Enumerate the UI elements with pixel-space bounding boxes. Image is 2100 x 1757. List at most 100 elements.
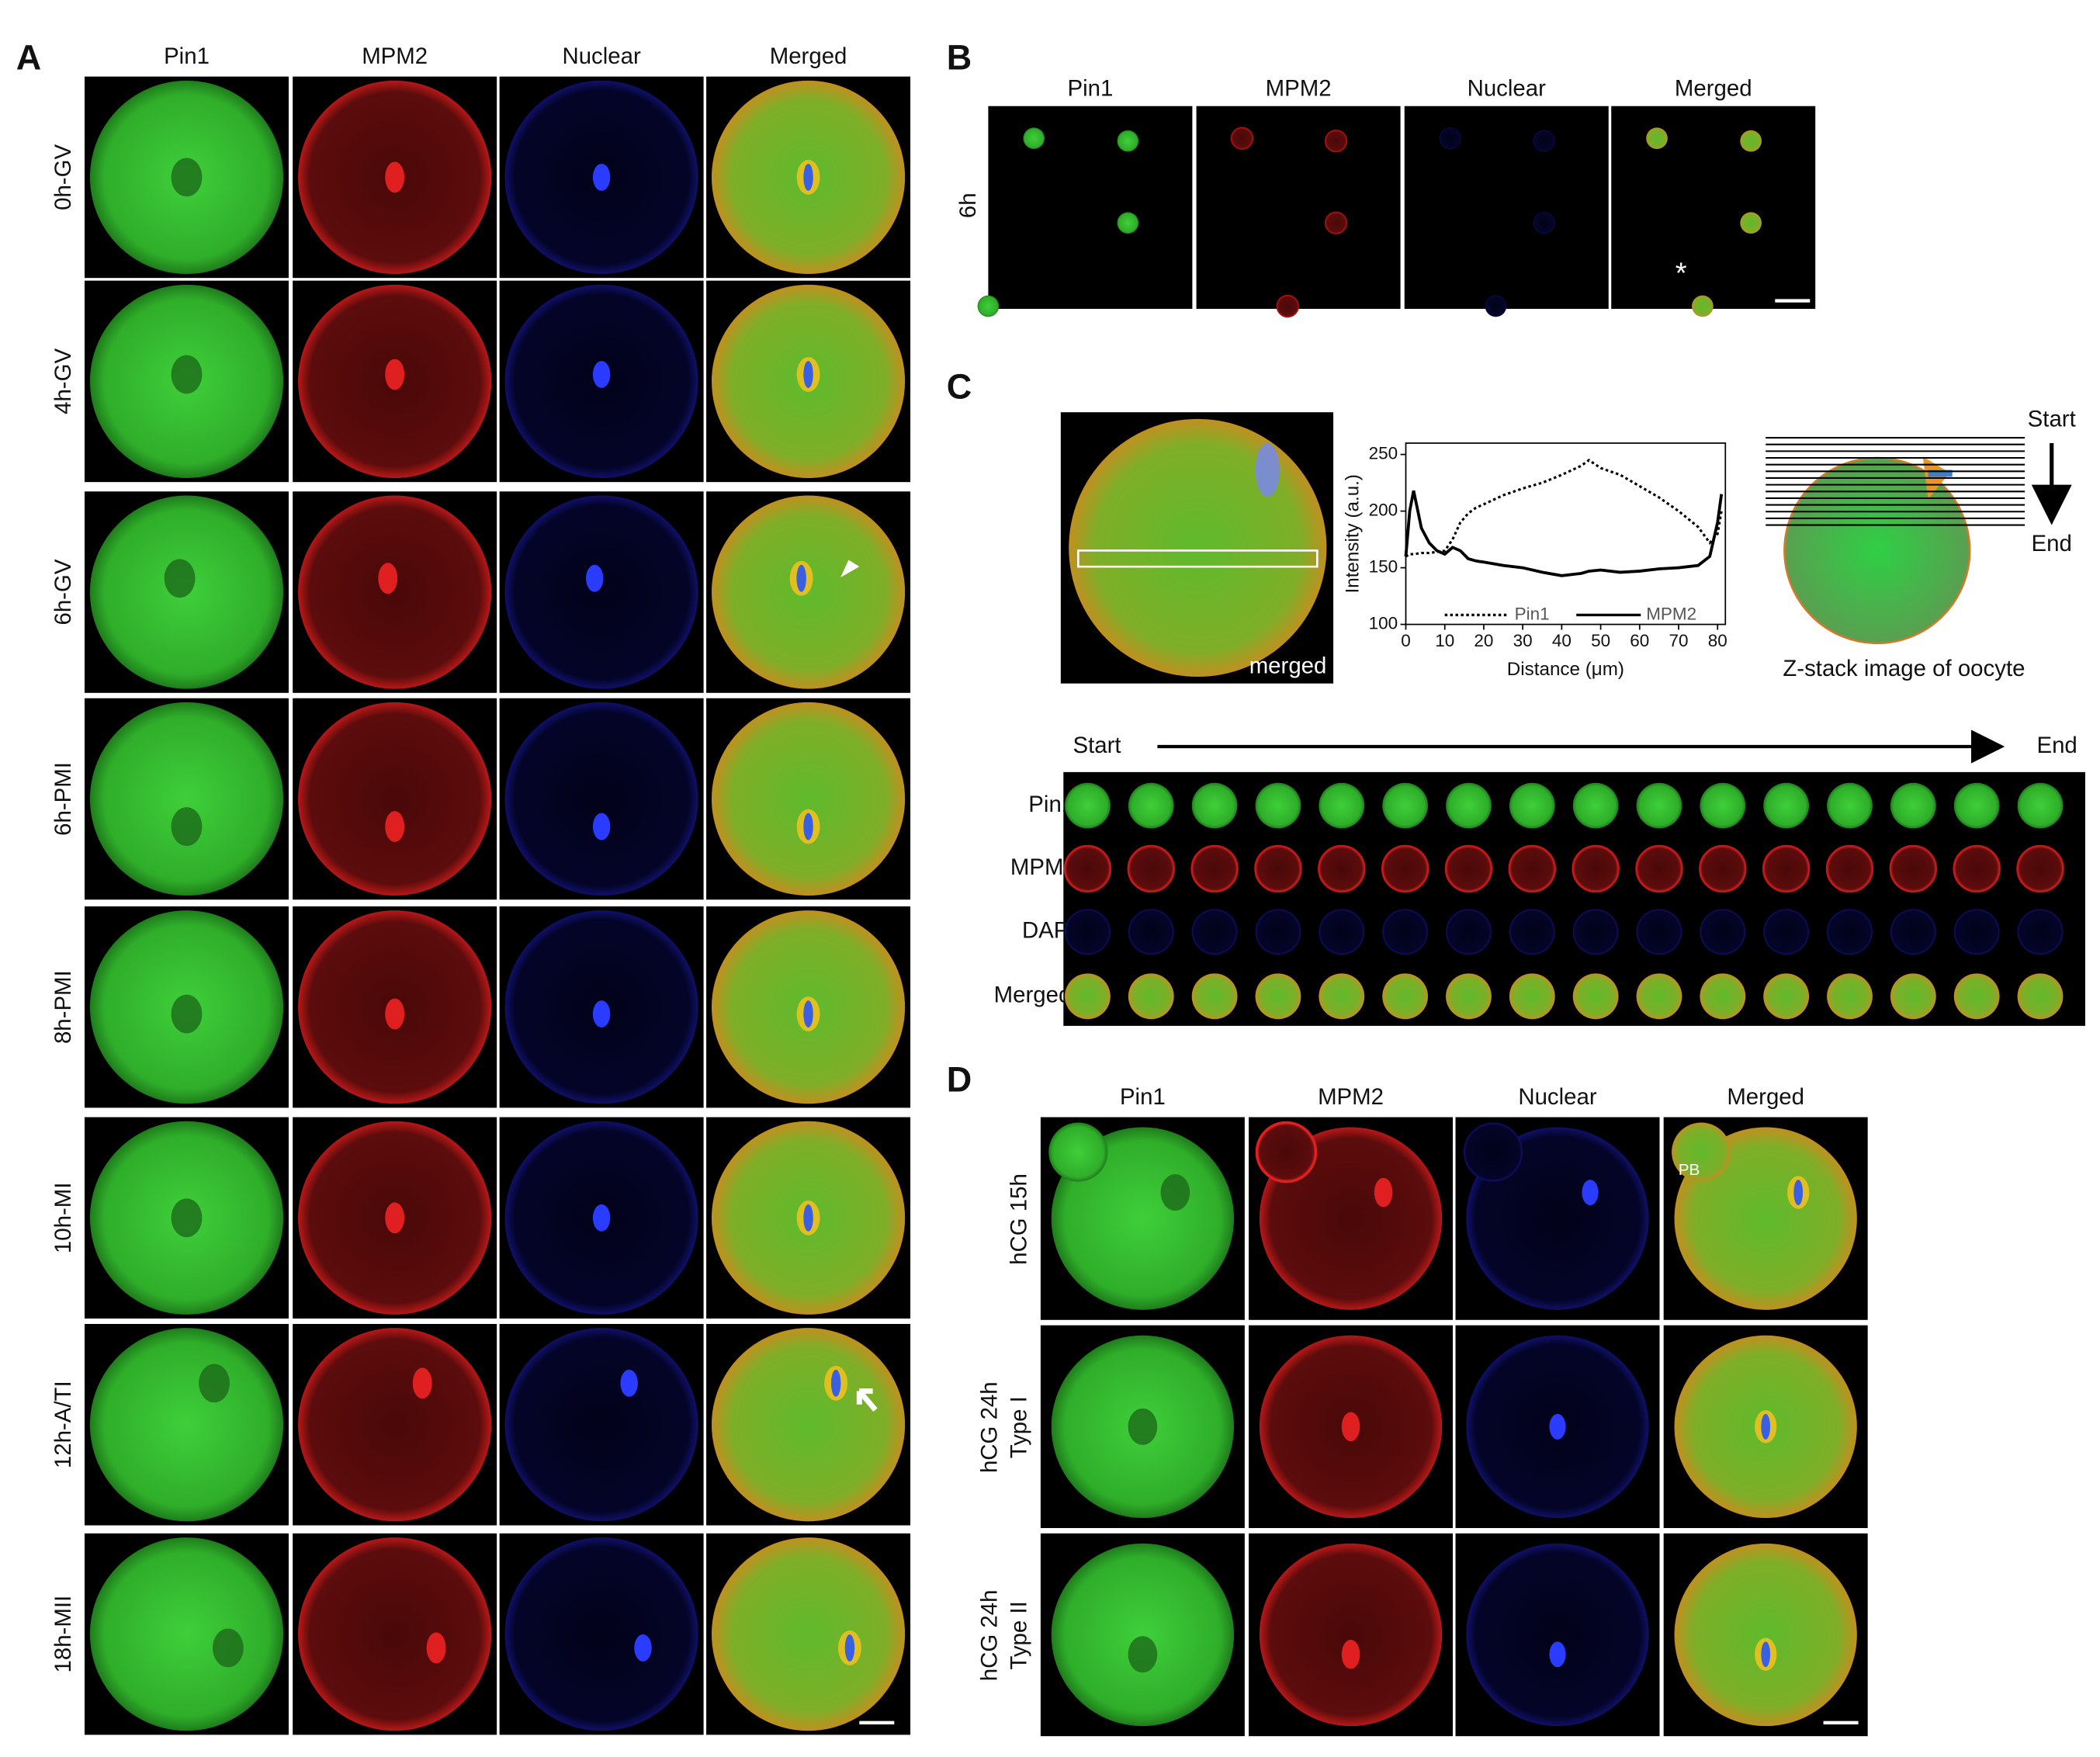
oocyte (1825, 844, 1874, 893)
column-header: Pin1 (1120, 1084, 1166, 1110)
oocyte (1636, 909, 1682, 955)
oocyte (1953, 844, 2001, 893)
chromatin (803, 361, 813, 388)
chromatin (1549, 1413, 1566, 1440)
nucleus (199, 1364, 230, 1403)
oocyte (1674, 1543, 1857, 1727)
oocyte (1128, 973, 1174, 1020)
oocyte (1572, 782, 1619, 829)
polar-body (1255, 1121, 1318, 1183)
x-tick-label: 80 (1708, 631, 1727, 650)
oocyte (1953, 909, 2000, 955)
oocyte (977, 295, 1000, 317)
oocyte (1324, 129, 1348, 153)
mpm2-signal (426, 1632, 446, 1664)
column-header: Merged (1675, 76, 1752, 102)
row-label: 18h-MII (50, 1596, 76, 1673)
column-header: Nuclear (1468, 76, 1547, 102)
oocyte (1065, 782, 1111, 829)
image-panel (988, 106, 1193, 309)
oocyte (1128, 909, 1174, 955)
nucleus (212, 1628, 244, 1668)
oocyte (1063, 844, 1112, 893)
oocyte (1319, 909, 1365, 955)
column-header: Merged (1727, 1084, 1804, 1110)
oocyte (1191, 782, 1238, 829)
chromatin (1793, 1180, 1804, 1206)
oocyte (89, 702, 284, 896)
oocyte (1572, 973, 1619, 1020)
oocyte (1692, 295, 1714, 317)
oocyte (2017, 782, 2064, 829)
image-label: merged (1249, 653, 1327, 679)
oocyte (1763, 909, 1810, 955)
oocyte (1259, 1543, 1443, 1727)
oocyte (1827, 909, 1873, 955)
oocyte (1508, 844, 1557, 893)
image-panel (1404, 106, 1609, 309)
chromatin (803, 1000, 813, 1028)
oocyte (1255, 909, 1301, 955)
x-tick-label: 70 (1669, 631, 1689, 650)
y-tick-label: 250 (1369, 444, 1398, 463)
oocyte (504, 702, 698, 896)
zstack-planes (1766, 437, 2025, 526)
oocyte (2016, 844, 2064, 893)
oocyte (504, 495, 698, 689)
oocyte (1509, 973, 1555, 1020)
chromatin (592, 1204, 611, 1232)
oocyte (1319, 973, 1365, 1020)
oocyte (1276, 294, 1299, 318)
chromatin (1761, 1641, 1771, 1668)
oocyte (1572, 909, 1619, 955)
oocyte (1763, 973, 1810, 1020)
data-line (1405, 458, 1723, 558)
oocyte (1466, 1543, 1649, 1727)
oocyte (298, 702, 492, 896)
nucleus (1128, 1636, 1158, 1673)
oocyte (1444, 844, 1493, 893)
oocyte (1446, 909, 1492, 955)
oocyte (1636, 782, 1682, 829)
mpm2-signal (385, 1202, 405, 1234)
oocyte (1382, 973, 1429, 1020)
chromatin (1255, 442, 1280, 497)
oocyte (1190, 844, 1239, 893)
oocyte (1635, 844, 1683, 893)
oocyte (1740, 130, 1762, 152)
panel-letter: C (947, 367, 972, 407)
mpm2-signal (1341, 1639, 1360, 1669)
oocyte (1509, 909, 1555, 955)
oocyte (1827, 782, 1873, 829)
oocyte (1533, 212, 1555, 234)
oocyte (1890, 909, 1936, 955)
x-tick-label: 60 (1630, 631, 1649, 650)
mpm2-signal (1341, 1412, 1360, 1442)
oocyte (1254, 844, 1302, 893)
row-label: 0h-GV (50, 144, 76, 210)
nucleus (1128, 1408, 1158, 1445)
zstack-caption: Z-stack image of oocyte (1783, 656, 2025, 681)
oocyte (1740, 212, 1762, 234)
column-header: MPM2 (1318, 1084, 1384, 1110)
zstack-end: End (2032, 531, 2072, 556)
oocyte (2017, 909, 2064, 955)
oocyte (1763, 782, 1810, 829)
chromatin (1582, 1180, 1599, 1206)
oocyte (504, 1537, 698, 1731)
polar-body (1048, 1122, 1108, 1182)
legend-label: Pin1 (1515, 604, 1550, 623)
oocyte (1762, 844, 1811, 893)
oocyte (1382, 782, 1429, 829)
zstack-chromatin (1928, 470, 1953, 477)
oocyte (1509, 782, 1555, 829)
mpm2-signal (385, 998, 405, 1030)
x-tick-label: 50 (1591, 631, 1610, 650)
oocyte (1117, 212, 1139, 234)
chromatin (592, 813, 611, 840)
x-tick-label: 40 (1552, 631, 1572, 650)
image-panel (1611, 106, 1816, 309)
oocyte (298, 1328, 492, 1522)
